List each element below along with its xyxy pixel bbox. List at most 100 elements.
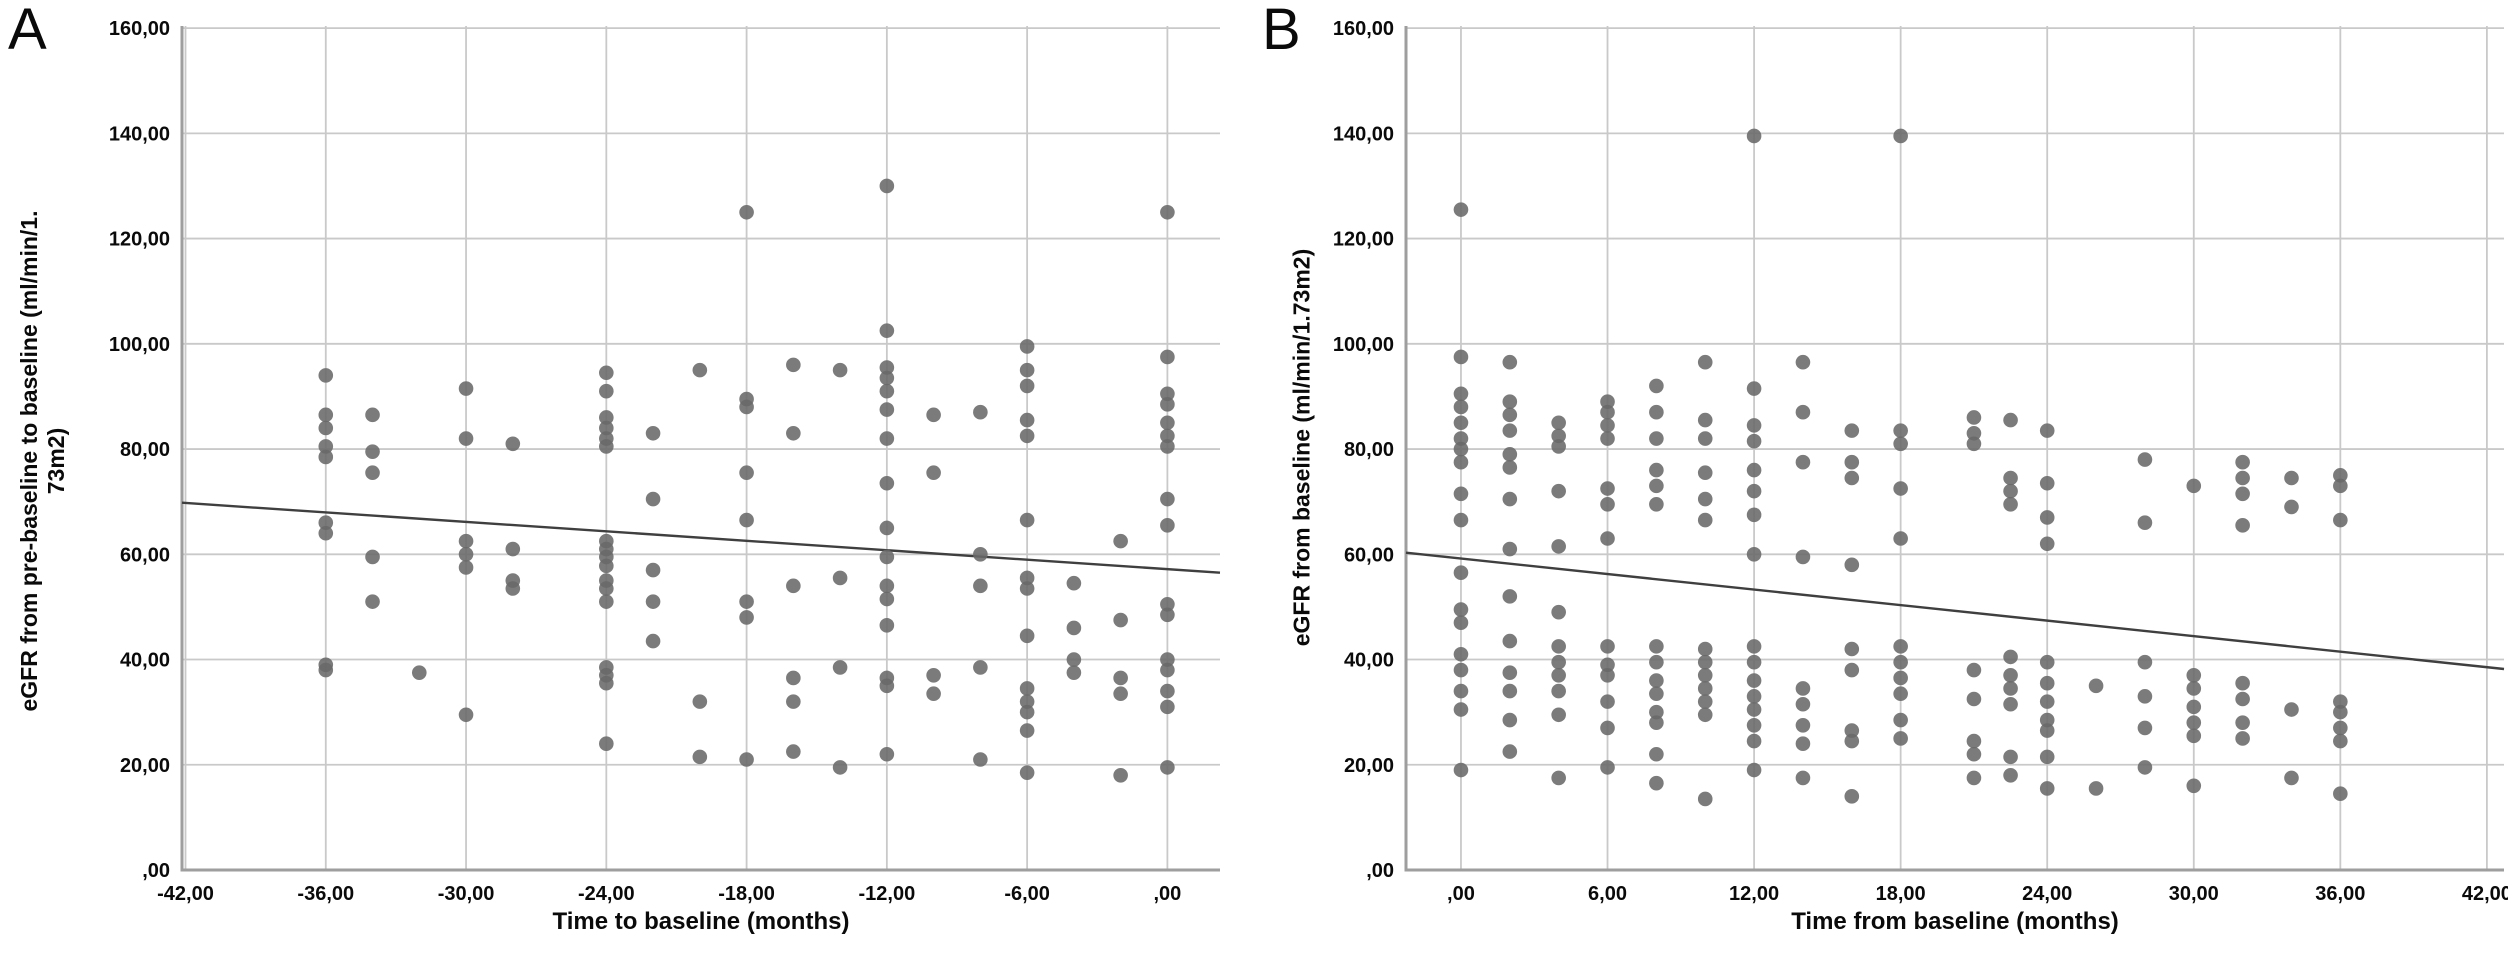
y-tick-label: 60,00 — [120, 544, 170, 566]
data-point — [1746, 546, 1762, 562]
data-point — [1795, 696, 1811, 712]
data-point — [2137, 654, 2153, 670]
x-tick-label: -30,00 — [438, 883, 495, 905]
data-point — [1551, 707, 1566, 723]
data-point — [1844, 789, 1860, 804]
data-point — [973, 752, 988, 767]
data-point — [1600, 531, 1615, 546]
data-point — [1160, 699, 1175, 715]
y-tick-label: 20,00 — [1344, 755, 1394, 777]
data-point — [1600, 639, 1615, 654]
data-point — [2284, 470, 2299, 486]
data-point — [1019, 412, 1035, 428]
y-axis-title-a-line2: 73m2) — [43, 427, 69, 495]
data-point — [786, 425, 801, 441]
data-point — [879, 678, 895, 694]
data-point — [926, 465, 941, 481]
data-point — [1600, 404, 1615, 420]
data-point — [1160, 518, 1175, 533]
data-point — [973, 404, 988, 420]
data-point — [1502, 423, 1518, 438]
data-point — [1649, 715, 1664, 730]
data-point — [692, 749, 708, 765]
data-point — [1795, 549, 1811, 565]
y-axis-title-a-line1: eGFR from pre-baseline to baseline (ml/m… — [16, 210, 42, 712]
y-tick-label: 140,00 — [109, 123, 170, 145]
x-tick-label: -36,00 — [297, 883, 354, 905]
data-point — [739, 752, 754, 767]
data-point — [599, 558, 614, 574]
data-point — [1453, 602, 1469, 617]
data-point — [458, 431, 474, 446]
y-tick-label: 80,00 — [120, 439, 170, 461]
data-point — [1551, 439, 1566, 454]
data-point — [1113, 670, 1128, 686]
data-point — [1019, 362, 1035, 378]
data-point — [1649, 704, 1664, 720]
data-point — [1697, 465, 1713, 481]
data-point — [1893, 654, 1908, 670]
x-tick-label: 30,00 — [2169, 883, 2219, 905]
data-point — [926, 407, 941, 423]
data-point — [1600, 481, 1615, 496]
x-axis-title-panel-b: Time from baseline (months) — [1791, 908, 2119, 935]
data-point — [2284, 499, 2299, 515]
data-point — [2186, 681, 2202, 696]
data-point — [1502, 354, 1518, 370]
data-point — [1019, 681, 1035, 696]
x-tick-label: -12,00 — [858, 883, 915, 905]
data-point — [1160, 760, 1175, 775]
data-point — [2235, 715, 2250, 730]
data-point — [1844, 470, 1860, 486]
data-point — [1600, 668, 1615, 683]
data-point — [365, 444, 380, 459]
data-point — [1844, 662, 1860, 678]
data-point — [458, 707, 474, 723]
data-point — [739, 512, 754, 528]
data-point — [739, 204, 754, 220]
data-point — [879, 475, 895, 491]
data-point — [1746, 381, 1762, 396]
data-point — [2235, 518, 2250, 533]
data-point — [2003, 749, 2018, 765]
data-point — [2003, 470, 2018, 486]
data-point — [1160, 491, 1175, 507]
data-point — [1113, 686, 1128, 702]
data-point — [739, 399, 754, 415]
data-point — [1453, 615, 1469, 630]
data-point — [318, 420, 334, 436]
data-point — [318, 662, 334, 678]
data-point — [879, 323, 895, 338]
x-tick-label: -24,00 — [578, 883, 635, 905]
y-tick-label: 40,00 — [120, 650, 170, 672]
data-point — [1893, 481, 1908, 496]
data-point — [1453, 683, 1469, 699]
data-point — [458, 381, 474, 396]
data-point — [879, 591, 895, 607]
data-point — [645, 633, 661, 649]
data-point — [2186, 699, 2202, 715]
data-point — [1160, 349, 1175, 365]
data-point — [1966, 746, 1982, 762]
data-point — [1453, 454, 1469, 470]
y-tick-label: 60,00 — [1344, 544, 1394, 566]
y-tick-label: 80,00 — [1344, 439, 1394, 461]
data-point — [1600, 394, 1615, 409]
y-tick-label: 20,00 — [120, 755, 170, 777]
data-point — [365, 594, 380, 609]
data-point — [1697, 668, 1713, 683]
data-point — [599, 439, 614, 454]
data-point — [1160, 386, 1175, 402]
data-point — [1502, 407, 1518, 423]
x-tick-label: -18,00 — [718, 883, 775, 905]
y-tick-label: 120,00 — [1333, 229, 1394, 251]
data-point — [879, 402, 895, 417]
data-point — [879, 431, 895, 446]
data-point — [786, 744, 801, 759]
data-point — [1966, 410, 1982, 425]
data-point — [599, 581, 614, 596]
data-point — [2088, 678, 2104, 694]
data-point — [2039, 536, 2055, 552]
data-point — [1600, 760, 1615, 775]
